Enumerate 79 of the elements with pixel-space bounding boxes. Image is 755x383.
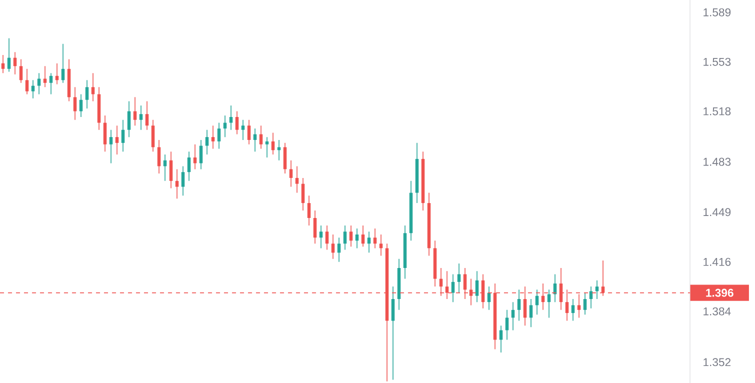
y-tick-label: 1.449	[704, 208, 731, 216]
candlestick	[37, 72, 41, 95]
candlestick	[529, 298, 533, 328]
candlestick	[373, 228, 377, 249]
candlestick	[301, 178, 305, 211]
candlestick	[289, 160, 293, 188]
candlestick	[187, 151, 191, 182]
candlestick	[181, 166, 185, 196]
candlestick	[295, 166, 299, 194]
candlestick	[499, 325, 503, 353]
candlestick	[247, 119, 251, 145]
candlestick	[121, 119, 125, 152]
candlestick	[109, 129, 113, 164]
candlestick	[265, 136, 269, 158]
candlestick	[313, 210, 317, 244]
candlestick	[589, 286, 593, 309]
candlestick	[43, 66, 47, 88]
candlestick	[457, 263, 461, 294]
candlestick	[487, 286, 491, 310]
candlestick	[133, 96, 137, 126]
candlestick	[115, 125, 119, 155]
candlestick	[517, 289, 521, 322]
candlestick	[1, 54, 5, 74]
candlestick	[307, 195, 311, 226]
candlestick	[103, 115, 107, 152]
candlestick	[241, 119, 245, 140]
y-tick-label: 1.384	[704, 307, 731, 316]
candlestick	[355, 228, 359, 249]
candlestick	[505, 310, 509, 340]
candlestick	[199, 140, 203, 170]
candlestick	[31, 80, 35, 99]
candlestick	[475, 270, 479, 302]
y-tick-label: 1.483	[704, 158, 731, 166]
candlestick	[169, 151, 173, 189]
candlestick	[211, 125, 215, 150]
candlestick	[79, 94, 83, 118]
candlestick	[367, 231, 371, 254]
y-tick-label: 1.416	[704, 258, 731, 266]
candlestick	[277, 140, 281, 161]
candlestick	[331, 234, 335, 260]
candlestick	[451, 274, 455, 302]
y-tick-label: 1.352	[704, 358, 731, 366]
candlestick	[337, 237, 341, 262]
candlestick	[547, 289, 551, 318]
candlestick	[175, 168, 179, 199]
candlestick	[157, 140, 161, 174]
candlestick	[85, 80, 89, 109]
y-tick-label: 1.553	[704, 58, 731, 66]
candlestick	[571, 298, 575, 322]
candlestick	[283, 142, 287, 174]
candlestick	[91, 72, 95, 102]
candlestick	[349, 225, 353, 248]
candlestick	[25, 68, 29, 95]
candlestick	[379, 234, 383, 256]
candlestick	[19, 58, 23, 84]
y-tick-label: 1.589	[704, 8, 731, 16]
candlestick	[205, 129, 209, 155]
candlestick	[259, 125, 263, 150]
candlestick	[139, 105, 143, 130]
candlestick	[61, 44, 65, 84]
candlestick	[145, 100, 149, 130]
candlestick	[583, 292, 587, 315]
ref-line-label: 1.396	[706, 288, 734, 297]
candlestick	[391, 286, 395, 380]
candlestick	[7, 38, 11, 72]
candlestick	[361, 225, 365, 248]
candlestick	[319, 225, 323, 249]
candlestick	[49, 72, 53, 95]
y-tick-label: 1.518	[704, 107, 731, 116]
candlestick	[217, 122, 221, 150]
candlestick	[325, 225, 329, 250]
candlestick	[127, 100, 131, 138]
candlestick	[193, 144, 197, 170]
candlestick	[151, 119, 155, 152]
candlestick	[73, 86, 77, 120]
candlestick	[229, 105, 233, 130]
candlestick	[595, 280, 599, 300]
candlestick	[343, 225, 347, 250]
candlestick	[235, 110, 239, 135]
